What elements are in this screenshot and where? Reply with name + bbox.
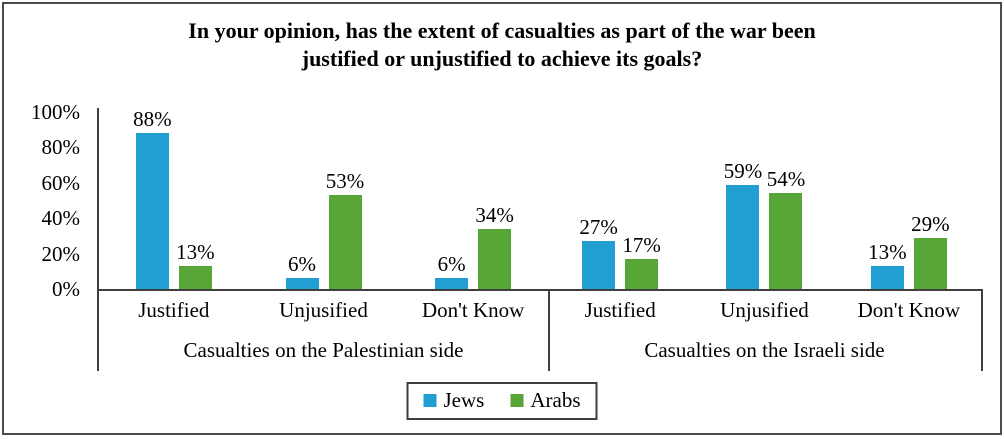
y-tick-label: 80% — [41, 135, 81, 160]
bar-pair: 59% 54% — [724, 159, 805, 289]
bar-pair: 88% 13% — [133, 107, 215, 289]
bar-value-label: 13% — [176, 240, 215, 264]
bar-value-label: 29% — [911, 211, 950, 236]
group-label: Casualties on the Palestinian side — [183, 337, 464, 362]
bar-group-arabs: 13% — [176, 240, 215, 289]
bar-jews — [285, 278, 319, 289]
bar-pair: 13% 29% — [868, 211, 950, 289]
group-label: Casualties on the Israeli side — [644, 337, 885, 362]
bar-jews — [726, 184, 760, 289]
bar-jews — [435, 278, 469, 289]
bar-group-jews: 13% — [868, 240, 907, 289]
bar-arabs — [769, 193, 803, 289]
bar-value-label: 6% — [288, 252, 316, 277]
bar-value-label: 13% — [868, 240, 907, 264]
y-tick-label: 40% — [41, 206, 81, 231]
bar-value-label: 27% — [579, 215, 618, 240]
bar-group-jews: 27% — [579, 215, 618, 289]
bar-pair: 6% 34% — [435, 202, 514, 289]
bar-pair: 6% 53% — [285, 169, 365, 289]
bar-arabs — [913, 237, 947, 289]
bar-value-label: 54% — [766, 167, 806, 192]
category-label: Justified — [584, 297, 656, 322]
group-divider-line — [548, 289, 550, 371]
group-category-labels-1: Justified Unjusified Don't Know — [99, 291, 548, 329]
category-label: Don't Know — [857, 297, 960, 322]
legend-entry-jews: Jews — [423, 388, 485, 413]
bar-group-arabs: 17% — [622, 232, 661, 289]
x-axis-baseline — [97, 289, 983, 291]
category-label: Unjusified — [279, 297, 368, 322]
bar-pair: 27% 17% — [579, 215, 661, 289]
category-cell: 6% 53% — [249, 112, 399, 289]
y-axis-line — [97, 108, 99, 371]
bar-jews — [582, 241, 616, 289]
bar-jews — [135, 133, 169, 289]
legend-label-jews: Jews — [443, 388, 485, 412]
bar-group-jews: 88% — [133, 107, 172, 289]
group-bars-1: 88% 13% 6% 53% 6% 34% — [99, 108, 548, 289]
category-label: Unjusified — [720, 297, 809, 322]
category-label: Justified — [138, 297, 210, 322]
bar-group-arabs: 34% — [475, 202, 514, 289]
bar-group-arabs: 54% — [767, 168, 805, 289]
group-category-labels-2: Justified Unjusified Don't Know — [548, 291, 981, 329]
legend-swatch-arabs — [510, 394, 524, 407]
y-tick-label: 100% — [31, 100, 80, 124]
bar-group-jews: 6% — [285, 252, 319, 289]
category-cell: 27% 17% — [548, 112, 692, 289]
y-tick-label: 20% — [41, 241, 81, 266]
bar-group-jews: 6% — [435, 252, 469, 289]
bar-value-label: 17% — [622, 232, 661, 257]
category-cell: 6% 34% — [398, 112, 548, 289]
chart-title: In your opinion, has the extent of casua… — [4, 17, 1000, 73]
legend-label-arabs: Arabs — [530, 388, 581, 412]
bar-value-label: 88% — [133, 107, 172, 132]
table-right-line — [981, 289, 983, 371]
bar-arabs — [178, 266, 212, 289]
bar-group-jews: 59% — [724, 159, 762, 289]
bar-arabs — [625, 258, 659, 289]
bar-group-arabs: 53% — [325, 169, 365, 289]
bar-value-label: 59% — [723, 158, 763, 183]
legend-swatch-jews — [423, 394, 437, 407]
chart-title-line-1: In your opinion, has the extent of casua… — [188, 18, 816, 43]
bar-group-arabs: 29% — [911, 211, 950, 289]
category-cell: 13% 29% — [837, 112, 981, 289]
category-cell: 88% 13% — [99, 108, 249, 289]
y-tick-label: 60% — [41, 170, 81, 195]
category-cell: 59% 54% — [692, 112, 836, 289]
chart-title-line-2: justified or unjustified to achieve its … — [301, 46, 703, 71]
category-label: Don't Know — [421, 297, 525, 322]
bar-value-label: 34% — [475, 202, 514, 227]
group-bars-2: 27% 17% 59% 54% 13% 29% — [548, 112, 981, 289]
bar-value-label: 6% — [437, 252, 466, 277]
bar-arabs — [478, 228, 512, 289]
bar-jews — [870, 266, 904, 289]
legend: Jews Arabs — [406, 382, 598, 420]
y-tick-label: 0% — [52, 277, 80, 301]
bar-value-label: 53% — [325, 169, 365, 194]
bar-arabs — [328, 195, 362, 289]
legend-entry-arabs: Arabs — [510, 388, 581, 413]
